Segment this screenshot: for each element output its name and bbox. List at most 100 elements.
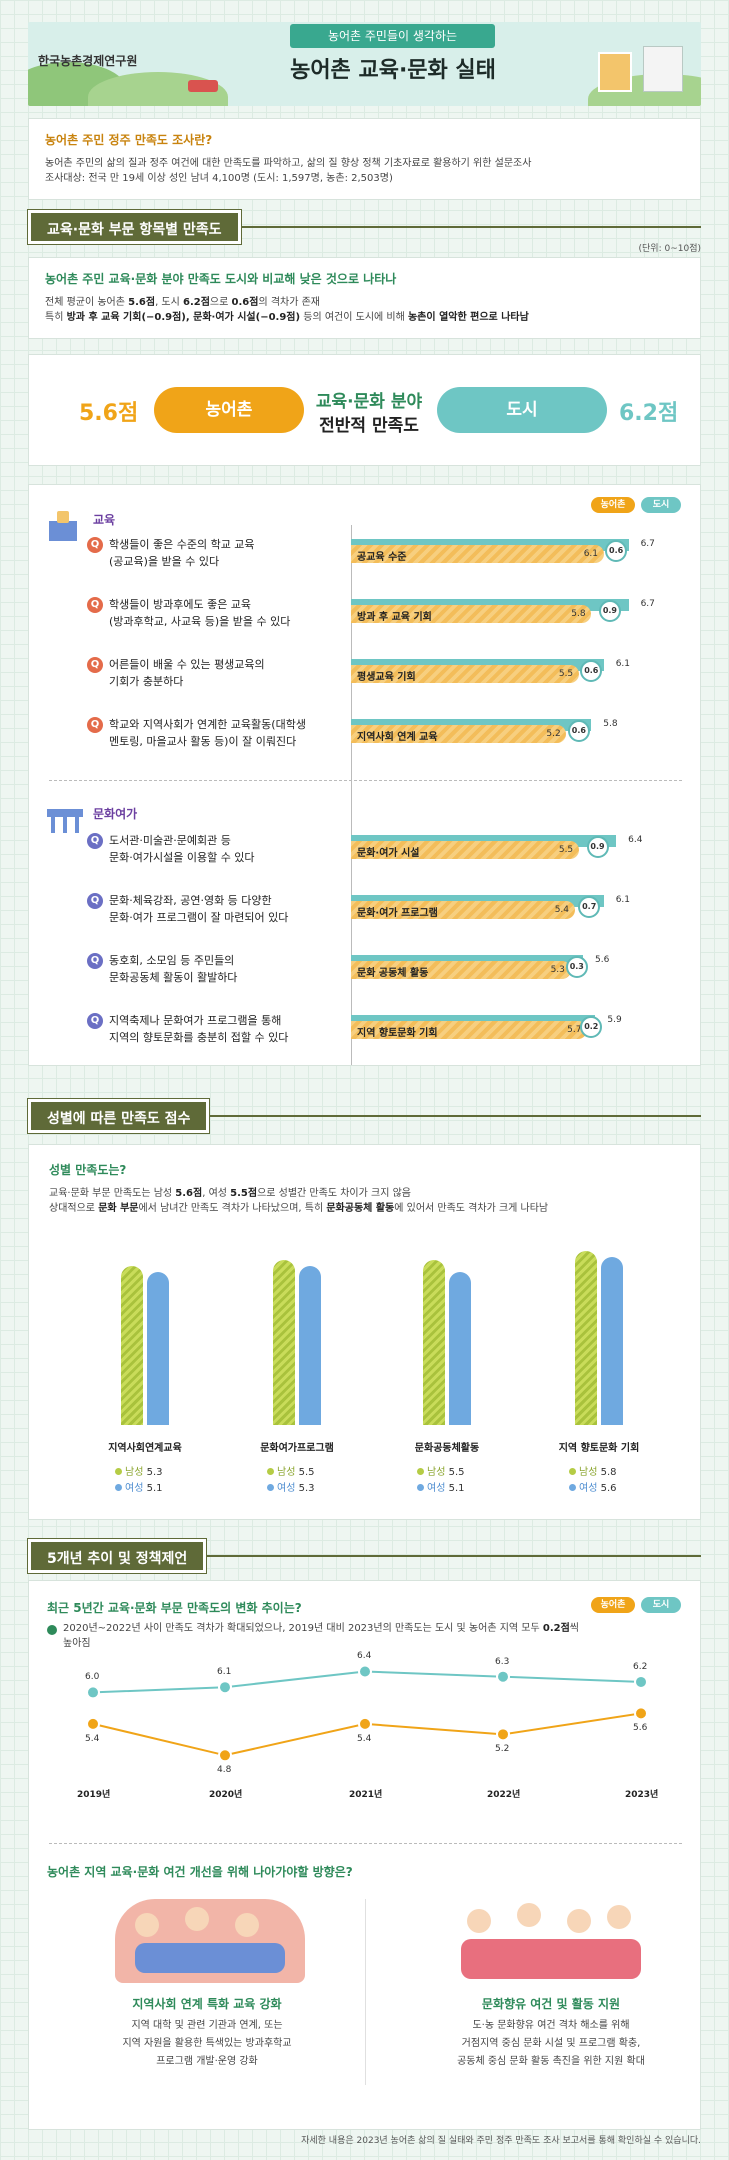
year-label: 2020년 [209, 1790, 243, 1800]
gender-category-label: 지역사회연계교육 [108, 1443, 182, 1454]
trend-point [496, 1727, 510, 1742]
female-dot-icon [417, 1484, 424, 1491]
legend-city: 도시 [641, 1597, 681, 1613]
section1-summary: 농어촌 주민 교육·문화 분야 만족도 도시와 비교해 낮은 것으로 나타나 전… [28, 257, 701, 339]
q-badge: Q [87, 953, 103, 969]
question-line1: 학교와 지역사회가 연계한 교육활동(대학생 [109, 718, 306, 731]
trend-point [634, 1674, 648, 1689]
rural-value: 5.4 [554, 905, 570, 915]
gender-category-label: 문화공동체활동 [414, 1443, 480, 1454]
bar-label: 공교육 수준 [357, 552, 407, 563]
question-line1: 어른들이 배울 수 있는 평생교육의 [109, 658, 265, 671]
trend-point-label: 6.2 [633, 1661, 648, 1672]
gap-value: 0.3 [565, 956, 588, 978]
male-label: 남성 [427, 1467, 449, 1478]
rural-bar [351, 545, 604, 563]
question-line1: 학생들이 좋은 수준의 학교 교육 [109, 538, 255, 551]
q-badge: Q [87, 893, 103, 909]
female-dot-icon [267, 1484, 274, 1491]
male-value: 5.3 [146, 1467, 163, 1478]
gender-line2: 상대적으로 문화 부문에서 남녀간 만족도 격차가 나타났으며, 특히 문화공동… [49, 1203, 549, 1214]
rural-bar [351, 1021, 588, 1039]
item-satisfaction-chart: 농어촌 도시 교육 문화여가 Q 학생들이 좋은 수준의 학교 교육 (공교육)을 … [28, 484, 701, 1066]
city-value: 6.7 [640, 599, 655, 609]
male-dot-icon [569, 1468, 576, 1475]
city-overall-score: 6.2점 [619, 401, 679, 426]
trend-line-chart [86, 1664, 648, 1763]
bus-icon [188, 80, 218, 92]
rural-value: 5.7 [567, 1025, 582, 1035]
year-label: 2023년 [625, 1790, 659, 1800]
rural-overall-score: 5.6점 [79, 401, 139, 426]
gap-value: 0.2 [580, 1016, 603, 1038]
q-badge: Q [87, 657, 103, 673]
gap-value: 0.9 [598, 600, 621, 622]
rural-value: 5.8 [571, 609, 586, 619]
city-pill: 도시 [437, 387, 607, 433]
trend-point [218, 1680, 232, 1695]
city-value: 6.1 [615, 659, 631, 669]
trend-point [496, 1669, 510, 1684]
question-line1: 지역축제나 문화여가 프로그램을 통해 [109, 1014, 282, 1027]
female-bar [299, 1266, 321, 1425]
rural-pill: 농어촌 [154, 387, 304, 433]
male-label: 남성 [579, 1467, 601, 1478]
question-line2: 문화공동체 활동이 활발하다 [109, 971, 238, 984]
gender-category-label: 문화여가프로그램 [260, 1443, 334, 1454]
section-divider [28, 1555, 701, 1557]
male-label: 남성 [125, 1467, 147, 1478]
section2-banner: 성별에 따른 만족도 점수 [28, 1099, 210, 1133]
overall-label-line1: 교육·문화 분야 [315, 392, 423, 412]
city-value: 5.8 [603, 719, 618, 729]
question-line1: 학생들이 방과후에도 좋은 교육 [109, 598, 252, 611]
male-dot-icon [417, 1468, 424, 1475]
intro-line1: 농어촌 주민의 삶의 질과 정주 여건에 대한 만족도를 파악하고, 삶의 질 … [45, 158, 532, 169]
culture-category: 문화여가 [93, 807, 138, 821]
summary-line2: 특히 방과 후 교육 기회(−0.9점), 문화·여가 시설(−0.9점) 등의… [45, 312, 529, 323]
rural-bar [351, 605, 592, 623]
female-dot-icon [569, 1484, 576, 1491]
female-value-row: 여성 5.3 [267, 1479, 315, 1494]
rural-value: 5.3 [550, 965, 565, 975]
rural-bar [351, 665, 579, 683]
trend-point [218, 1748, 232, 1763]
org-name: 한국농촌경제연구원 [38, 54, 138, 68]
gender-satisfaction: 성별 만족도는? 교육·문화 부문 만족도는 남성 5.6점, 여성 5.5점으… [28, 1144, 701, 1520]
question-line1: 동호회, 소모임 등 주민들의 [109, 954, 235, 967]
right-policy-title: 문화향유 여건 및 활동 지원 [481, 1997, 621, 2011]
female-label: 여성 [579, 1483, 601, 1494]
section3-banner: 5개년 추이 및 정책제언 [28, 1539, 207, 1573]
year-label: 2019년 [77, 1790, 111, 1800]
overall-satisfaction: 5.6점 농어촌 교육·문화 분야 전반적 만족도 도시 6.2점 [28, 354, 701, 466]
trend-point-label: 4.8 [217, 1765, 232, 1776]
policy-title: 농어촌 지역 교육·문화 여건 개선을 위해 나아가야할 방향은? [47, 1865, 353, 1879]
male-dot-icon [267, 1468, 274, 1475]
trend-point [86, 1716, 100, 1731]
male-bar [575, 1251, 597, 1425]
question-line2: (공교육)을 받을 수 있다 [109, 555, 220, 568]
city-value: 6.4 [628, 835, 643, 845]
footnote: 자세한 내용은 2023년 농어촌 삶의 질 실태와 주민 정주 만족도 조사 … [301, 2136, 701, 2146]
year-label: 2021년 [349, 1790, 383, 1800]
male-value-row: 남성 5.5 [267, 1463, 315, 1478]
male-bar [273, 1260, 295, 1425]
female-value-row: 여성 5.6 [569, 1479, 617, 1494]
city-value: 5.9 [607, 1015, 622, 1025]
category-divider [49, 780, 682, 781]
page-title: 농어촌 교육·문화 실태 [290, 58, 496, 83]
bullet-icon [47, 1625, 57, 1635]
performers-illustration-icon [457, 1899, 647, 1983]
rural-bar [351, 961, 571, 979]
legend-rural: 농어촌 [591, 1597, 635, 1613]
bar-label: 지역 향토문화 기회 [357, 1028, 438, 1039]
trend-point-label: 5.6 [633, 1723, 648, 1734]
male-value-row: 남성 5.5 [417, 1463, 465, 1478]
right-policy-text: 도·농 문화향유 여건 격차 해소를 위해 거점지역 중심 문화 시설 및 프로그… [457, 2020, 645, 2067]
trend-title: 최근 5년간 교육·문화 부문 만족도의 변화 추이는? [47, 1601, 302, 1615]
bar-label: 지역사회 연계 교육 [357, 732, 438, 743]
gender-title: 성별 만족도는? [49, 1163, 127, 1177]
q-badge: Q [87, 537, 103, 553]
male-dot-icon [115, 1468, 122, 1475]
male-bar [121, 1266, 143, 1425]
policy-column-divider [365, 1899, 366, 2085]
